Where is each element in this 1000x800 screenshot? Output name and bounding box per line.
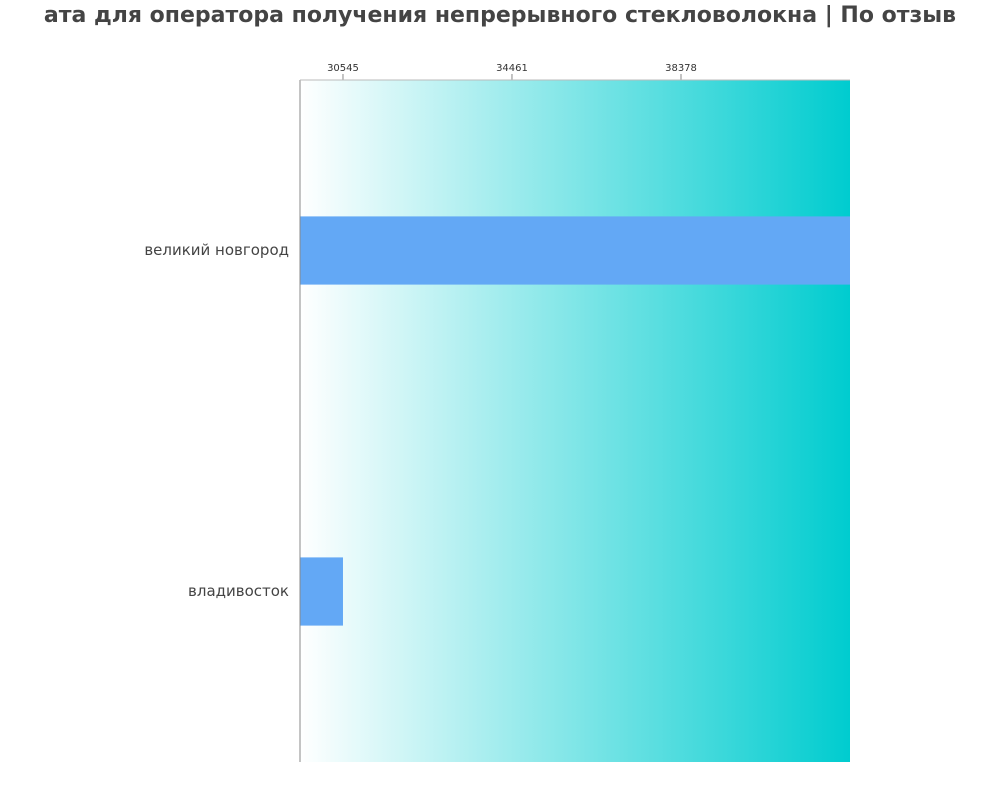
bar (300, 216, 850, 285)
y-tick-label: владивосток (188, 582, 289, 600)
x-tick-label: 30545 (327, 63, 359, 74)
bar (300, 557, 343, 626)
chart-title: ата для оператора получения непрерывного… (44, 3, 956, 28)
y-tick-label: великий новгород (144, 241, 289, 259)
x-tick-label: 38378 (665, 63, 697, 74)
x-tick-label: 34461 (496, 63, 528, 74)
plot-background (300, 80, 850, 762)
